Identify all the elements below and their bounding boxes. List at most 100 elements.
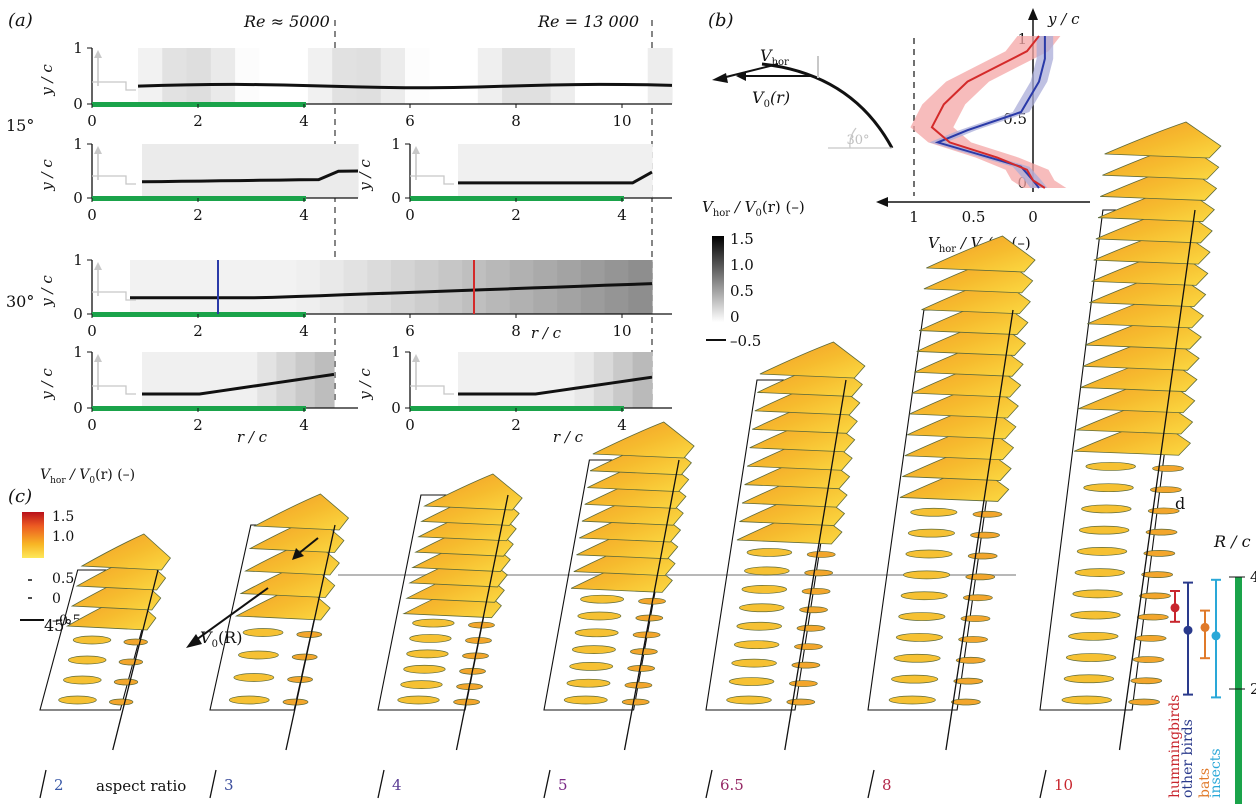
wake-blob bbox=[563, 695, 608, 705]
heatmap-cell bbox=[647, 48, 673, 104]
heatmap-cell bbox=[356, 48, 382, 104]
wake-blob bbox=[791, 661, 821, 669]
wake-sheet bbox=[759, 341, 866, 379]
wake-blob bbox=[291, 653, 318, 661]
wake-blob bbox=[744, 566, 790, 576]
heatmap-cell bbox=[218, 352, 239, 408]
x-tick-label: 2 bbox=[511, 416, 521, 434]
wake-blob bbox=[113, 678, 139, 686]
plot-15-short-right: 1 0 y / c 0 2 4 bbox=[356, 135, 672, 224]
y-tick-label: 0 bbox=[73, 189, 83, 207]
panel-a-label: (a) bbox=[8, 10, 33, 31]
aspect-ratio-label: aspect ratio bbox=[96, 777, 187, 795]
aspect-ratio-value: 2 bbox=[54, 776, 64, 794]
wake-sheet bbox=[1104, 121, 1222, 159]
colorbar-c-tick: 1.5 bbox=[52, 509, 74, 525]
x-tick-label: 4 bbox=[617, 206, 627, 224]
heatmap-cell bbox=[220, 144, 241, 198]
heatmap-cell bbox=[162, 48, 188, 104]
heatmap-cell bbox=[283, 48, 309, 104]
heatmap-cell bbox=[318, 144, 339, 198]
heatmap-cell bbox=[279, 144, 300, 198]
heatmap-cell bbox=[477, 144, 498, 198]
x-tick-label: 4 bbox=[299, 322, 309, 340]
wake-blob bbox=[951, 698, 981, 706]
vortex-core-line bbox=[141, 169, 359, 184]
heatmap-cell bbox=[516, 144, 537, 198]
colorbar-c-gradient bbox=[22, 512, 44, 558]
wake-blob bbox=[1063, 674, 1115, 684]
wake-blob bbox=[566, 678, 611, 688]
wake-spine bbox=[1118, 209, 1196, 751]
wake-stack-ar-8: 8 bbox=[867, 235, 1036, 799]
aspect-ratio-value: 3 bbox=[224, 776, 234, 794]
b-y-label: y / c bbox=[1047, 10, 1080, 28]
plot-30-long: 10y / c0 2 4 6 8 10 bbox=[38, 251, 672, 340]
d-tick-label: 4 bbox=[1250, 568, 1256, 586]
wake-blob bbox=[580, 594, 625, 604]
wake-blob bbox=[733, 640, 780, 650]
wake-blob bbox=[571, 645, 616, 654]
heatmap-cell bbox=[623, 48, 649, 104]
heatmap-cell bbox=[526, 48, 552, 104]
y-axis-label: y / c bbox=[356, 368, 374, 401]
wake-blob bbox=[1074, 568, 1125, 577]
heatmap-cell bbox=[593, 352, 614, 408]
wake-blob bbox=[728, 677, 775, 686]
x-tick-label: 2 bbox=[193, 416, 203, 434]
wing-span-bar bbox=[92, 102, 306, 107]
wake-spine bbox=[623, 459, 680, 751]
wake-blob bbox=[397, 695, 440, 705]
ar-tick bbox=[377, 769, 385, 799]
x-tick-label: 0 bbox=[87, 206, 97, 224]
wake-blob bbox=[958, 636, 988, 643]
wing-icon-arrow bbox=[94, 354, 102, 362]
y-tick-label: 0 bbox=[73, 305, 83, 323]
x-tick-label: 4 bbox=[299, 416, 309, 434]
wing-profile-icon bbox=[92, 291, 136, 301]
d-mean-dot bbox=[1183, 625, 1193, 635]
heatmap-cell bbox=[429, 48, 455, 104]
heatmap-cell bbox=[181, 144, 202, 198]
wake-blob bbox=[796, 624, 826, 632]
heatmap-cell bbox=[177, 260, 202, 314]
c-vhor-arrow bbox=[297, 537, 319, 555]
ar-tick bbox=[867, 769, 875, 799]
heatmap-cell bbox=[438, 260, 463, 314]
colorbar-a-tick: 1.0 bbox=[730, 256, 754, 274]
aspect-ratio-value: 6.5 bbox=[720, 776, 744, 794]
y-axis-label: y / c bbox=[38, 159, 56, 192]
wake-blob bbox=[801, 587, 831, 595]
x-tick-label: 8 bbox=[511, 322, 521, 340]
wing-icon-arrow bbox=[412, 354, 420, 362]
c-v0-arrowhead bbox=[186, 634, 202, 648]
wake-stack-ar-3: 3 bbox=[209, 493, 350, 799]
wing-profile-icon bbox=[92, 81, 136, 91]
wake-blob bbox=[893, 653, 941, 663]
y-tick-label: 0 bbox=[73, 95, 83, 113]
x-tick-label: 4 bbox=[617, 416, 627, 434]
d-group-label: hummingbirds bbox=[1167, 695, 1183, 798]
heatmap-cell bbox=[604, 260, 629, 314]
wing-profile-icon bbox=[410, 385, 454, 395]
wake-blob bbox=[1134, 634, 1167, 642]
heatmap-cell bbox=[299, 144, 320, 198]
v0-arrowhead bbox=[712, 73, 728, 83]
heatmap-cell bbox=[142, 144, 163, 198]
ar-tick bbox=[705, 769, 713, 799]
wake-blob bbox=[1143, 550, 1176, 557]
panel-c-v0R-label: V0(R) bbox=[200, 628, 243, 651]
aspect-ratio-value: 4 bbox=[392, 776, 402, 794]
wake-blob bbox=[967, 552, 998, 560]
heatmap-cell bbox=[138, 48, 163, 104]
wake-blob bbox=[72, 635, 112, 645]
wake-blob bbox=[574, 628, 619, 638]
wake-blob bbox=[888, 695, 936, 705]
heatmap-cell bbox=[296, 260, 321, 314]
y-tick-label: 0 bbox=[73, 399, 83, 417]
heatmap-cell bbox=[593, 144, 614, 198]
wake-blob bbox=[569, 662, 614, 671]
y-axis-label: y / c bbox=[356, 159, 374, 192]
